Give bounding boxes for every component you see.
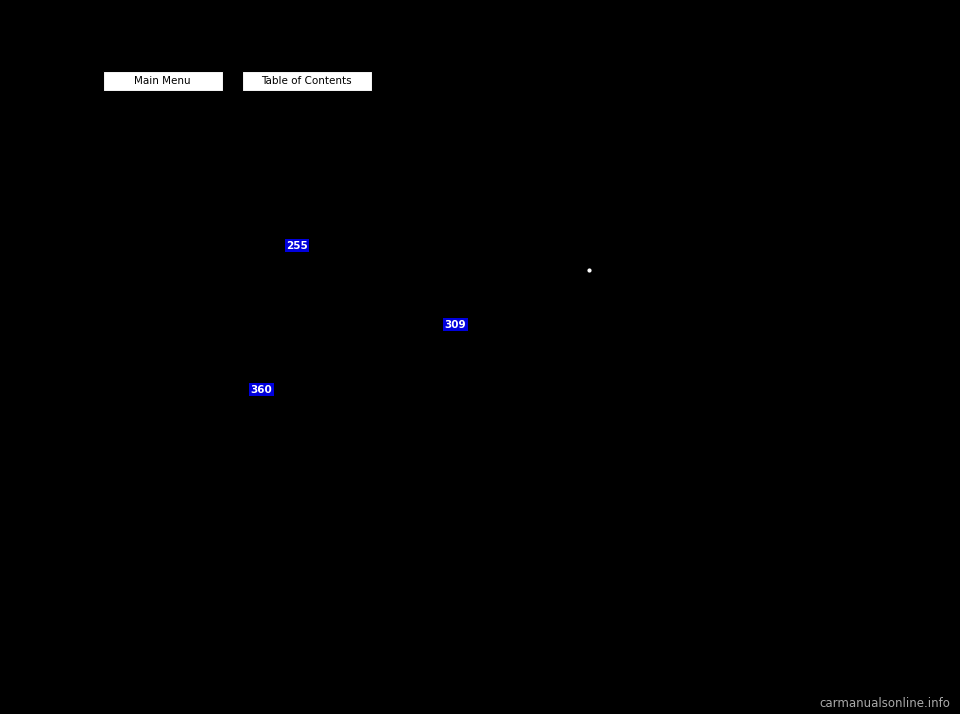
FancyBboxPatch shape [103,71,223,91]
Text: 360: 360 [251,385,273,395]
Text: Table of Contents: Table of Contents [261,76,352,86]
FancyBboxPatch shape [242,71,372,91]
Text: 255: 255 [286,241,308,251]
Text: Main Menu: Main Menu [134,76,191,86]
Text: 309: 309 [444,320,467,330]
Text: carmanualsonline.info: carmanualsonline.info [820,698,950,710]
